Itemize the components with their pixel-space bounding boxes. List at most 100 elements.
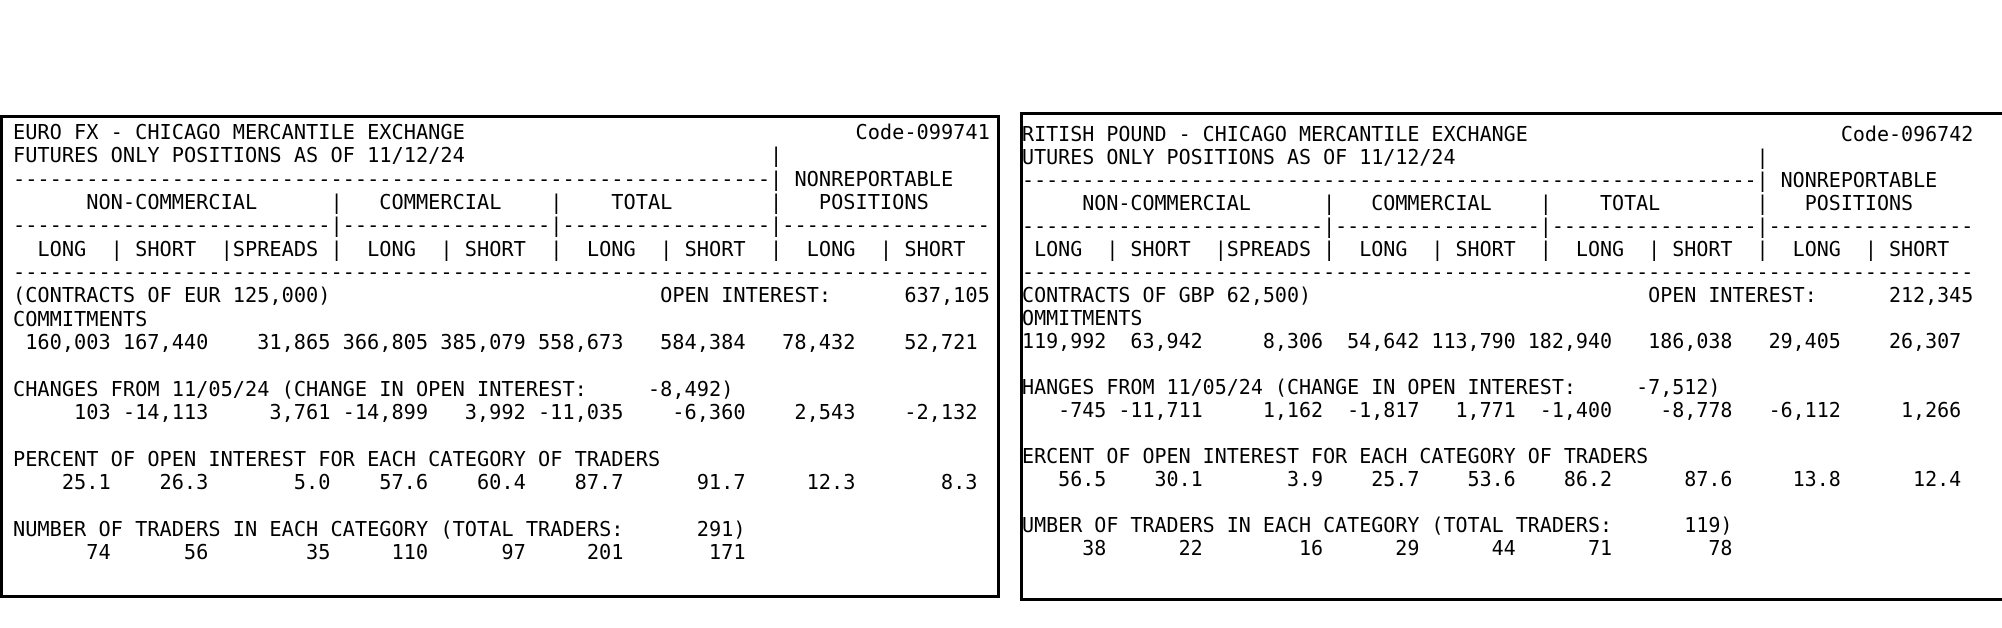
total-traders: 291: [696, 516, 734, 541]
report-text: BRITISH POUND - CHICAGO MERCANTILE EXCHA…: [1020, 122, 1974, 560]
percent-value: 91.7: [696, 470, 746, 495]
changes-value: -8,778: [1660, 398, 1733, 422]
traders-row: 74 56 35 110 97 201 171: [13, 540, 990, 565]
header-line: NON-COMMERCIAL | COMMERCIAL | TOTAL | PO…: [13, 190, 990, 215]
traders-row: 38 22 16 29 44 71 78: [1023, 536, 1973, 560]
column-header-line: NON-COMMERCIAL | COMMERCIAL | TOTAL | PO…: [1020, 191, 1914, 215]
header-line: --------------------------|-------------…: [13, 213, 990, 238]
traders-value: 38: [1082, 536, 1107, 560]
open-interest-line: (CONTRACTS OF GBP 62,500) OPEN INTEREST: 2…: [1020, 283, 1974, 307]
column-header-line: FUTURES ONLY POSITIONS AS OF 11/12/24 |: [1020, 145, 1769, 169]
changes-value: -6,360: [672, 400, 746, 425]
changes-value: 3,992: [464, 400, 526, 425]
column-header-line: --------------------------|-------------…: [13, 213, 990, 238]
traders-value: 201: [586, 540, 624, 565]
commitments-label: COMMITMENTS: [1020, 306, 1143, 330]
close-paren: ): [721, 376, 734, 401]
percent-label-line: PERCENT OF OPEN INTEREST FOR EACH CATEGO…: [13, 446, 990, 471]
traders-value: 16: [1298, 536, 1324, 560]
percent-value: 12.4: [1913, 467, 1962, 491]
percent-value: 87.7: [574, 470, 624, 495]
traders-value: 44: [1491, 536, 1516, 560]
commitments-value: 26,307: [1888, 329, 1962, 353]
percent-value: 25.1: [61, 470, 111, 495]
changes-label-line: CHANGES FROM 11/05/24 (CHANGE IN OPEN IN…: [13, 376, 990, 401]
percent-value: 13.8: [1792, 467, 1841, 491]
changes-value: -11,711: [1118, 398, 1203, 422]
euro-fx-cot-report: EURO FX - CHICAGO MERCANTILE EXCHANGE Cod…: [0, 115, 1000, 598]
commitments-label-line: COMMITMENTS: [1020, 306, 1973, 330]
report-text: EURO FX - CHICAGO MERCANTILE EXCHANGE Cod…: [13, 120, 990, 565]
column-header-line: ----------------------------------------…: [13, 166, 954, 191]
commitments-value: 29,405: [1768, 329, 1841, 353]
percent-value: 8.3: [940, 470, 978, 495]
commitments-label: COMMITMENTS: [13, 306, 148, 331]
traders-value: 171: [708, 540, 746, 565]
changes-value: -745: [1058, 398, 1107, 422]
changes-value: -14,113: [122, 400, 209, 425]
change-in-open-interest: -7,512: [1636, 375, 1709, 399]
header-line: LONG | SHORT |SPREADS | LONG | SHORT | L…: [1020, 237, 1973, 261]
changes-value: -2,132: [904, 400, 978, 425]
changes-value: 1,266: [1901, 398, 1962, 422]
header-line: --------------------------|-------------…: [1023, 215, 1973, 238]
changes-value: -1,400: [1539, 398, 1613, 422]
traders-label-line: NUMBER OF TRADERS IN EACH CATEGORY (TOTA…: [1023, 513, 1973, 537]
column-header-line: LONG | SHORT |SPREADS | LONG | SHORT | L…: [1020, 237, 1950, 261]
traders-label: NUMBER OF TRADERS IN EACH CATEGORY (TOTA…: [13, 516, 624, 541]
changes-row: 103 -14,113 3,761 -14,899 3,992 -11,035 -6,360…: [13, 400, 990, 425]
commitments-value: 167,440: [122, 330, 209, 355]
commitments-value: 385,079: [440, 330, 526, 355]
changes-value: 1,771: [1455, 398, 1516, 422]
percent-label: PERCENT OF OPEN INTEREST FOR EACH CATEGO…: [1020, 444, 1649, 468]
commitments-value: 78,432: [782, 330, 856, 355]
title-line: BRITISH POUND - CHICAGO MERCANTILE EXCHA…: [1023, 122, 1974, 146]
percent-value: 53.6: [1467, 467, 1516, 491]
commitments-value: 63,942: [1130, 329, 1203, 353]
commitments-value: 584,384: [660, 330, 746, 355]
percent-value: 12.3: [806, 470, 856, 495]
percent-value: 26.3: [159, 470, 209, 495]
percent-label: PERCENT OF OPEN INTEREST FOR EACH CATEGO…: [13, 446, 661, 471]
header-line: ----------------------------------------…: [13, 166, 990, 191]
british-pound-cot-report: BRITISH POUND - CHICAGO MERCANTILE EXCHA…: [1020, 112, 2002, 601]
traders-value: 35: [306, 540, 331, 565]
commitments-row: 160,003 167,440 31,865 366,805 385,079 558,67…: [13, 330, 990, 355]
changes-value: 2,543: [794, 400, 856, 425]
changes-value: -6,112: [1768, 398, 1841, 422]
percent-value: 56.5: [1058, 467, 1107, 491]
commitments-value: 52,721: [904, 330, 978, 355]
traders-value: 56: [183, 540, 209, 565]
column-header-line: ----------------------------------------…: [13, 260, 990, 285]
changes-value: -1,817: [1347, 398, 1420, 422]
commitments-value: 54,642: [1347, 329, 1420, 353]
column-header-line: ----------------------------------------…: [1020, 168, 1938, 192]
close-paren: ): [1708, 375, 1721, 399]
changes-label: CHANGES FROM 11/05/24 (CHANGE IN OPEN IN…: [1020, 375, 1576, 399]
contract-code: Code-096742: [1840, 122, 1974, 146]
contract-size: (CONTRACTS OF EUR 125,000): [13, 283, 331, 308]
traders-value: 22: [1178, 536, 1203, 560]
header-line: ----------------------------------------…: [1020, 260, 1974, 284]
changes-row: -745 -11,711 1,162 -1,817 1,771 -1,400 -8,778 -…: [1023, 398, 1973, 422]
commitments-value: 31,865: [257, 330, 331, 355]
contract-size: (CONTRACTS OF GBP 62,500): [1020, 283, 1312, 307]
total-traders: 119: [1684, 513, 1721, 537]
percent-row: 56.5 30.1 3.9 25.7 53.6 86.2 87.6 13.8 12.4: [1023, 467, 1973, 491]
column-header-line: LONG | SHORT |SPREADS | LONG | SHORT | L…: [13, 236, 966, 261]
percent-value: 87.6: [1684, 467, 1733, 491]
traders-value: 110: [391, 540, 429, 565]
blank-line: [13, 354, 990, 377]
changes-label: CHANGES FROM 11/05/24 (CHANGE IN OPEN IN…: [13, 376, 587, 401]
percent-value: 25.7: [1371, 467, 1420, 491]
open-interest-value: 212,345: [1888, 283, 1974, 307]
close-paren: ): [1720, 513, 1733, 537]
column-header-line: ----------------------------------------…: [1020, 260, 1974, 284]
report-title: EURO FX - CHICAGO MERCANTILE EXCHANGE: [13, 120, 465, 144]
open-interest-label: OPEN INTEREST:: [1648, 283, 1817, 307]
header-line: FUTURES ONLY POSITIONS AS OF 11/12/24 |: [1020, 145, 1973, 169]
percent-value: 60.4: [476, 470, 526, 495]
column-header-line: NON-COMMERCIAL | COMMERCIAL | TOTAL | PO…: [13, 190, 929, 215]
percent-label-line: PERCENT OF OPEN INTEREST FOR EACH CATEGO…: [1020, 444, 1973, 468]
change-in-open-interest: -8,492: [647, 376, 722, 401]
